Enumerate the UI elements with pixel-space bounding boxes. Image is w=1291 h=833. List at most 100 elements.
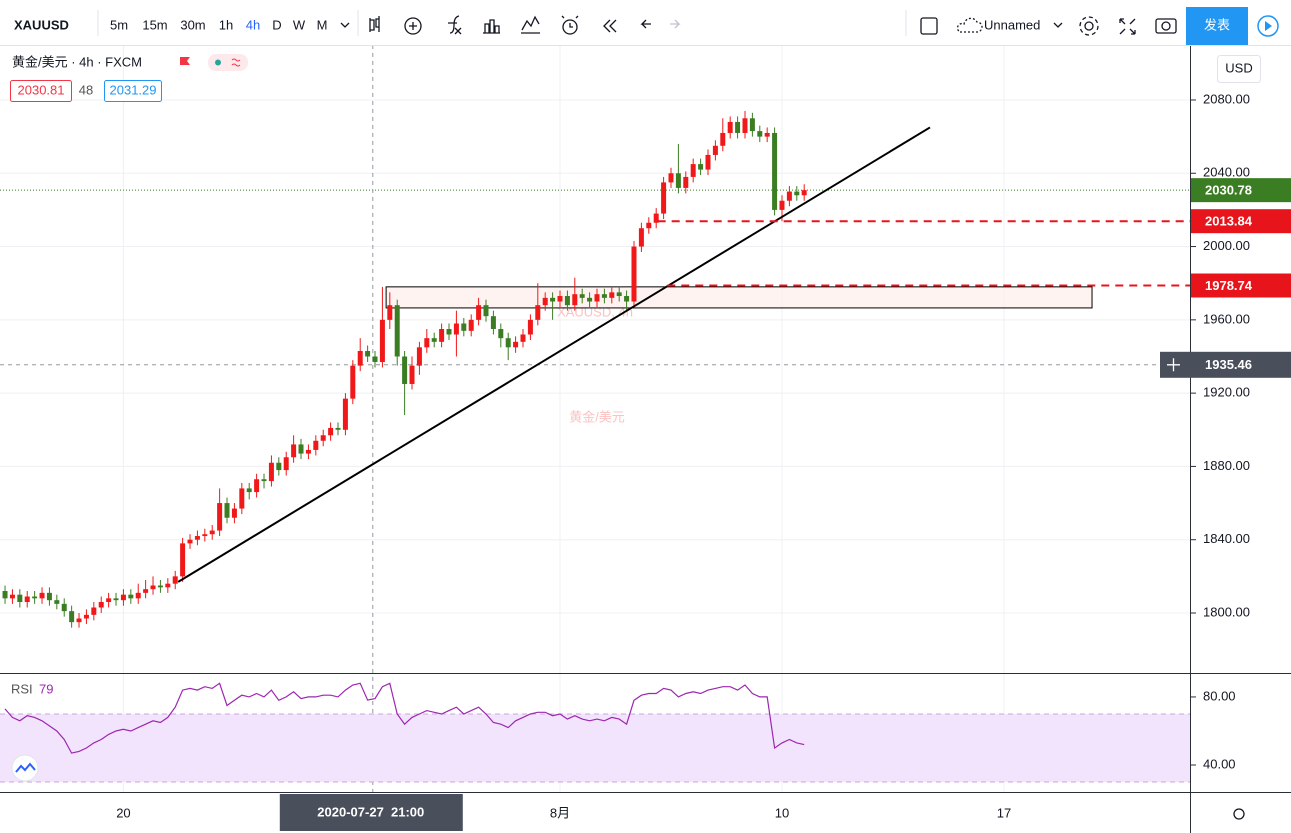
candle-body [675, 173, 681, 188]
settings-icon[interactable] [1233, 808, 1245, 820]
ask-box[interactable] [104, 80, 162, 102]
candle-body [394, 305, 400, 357]
publish-label[interactable]: 发表 [1204, 17, 1230, 32]
candle-body [609, 292, 615, 298]
status-wave [231, 58, 241, 67]
interval[interactable]: 4h [246, 17, 260, 32]
candle-body [217, 503, 223, 531]
candle-body [313, 440, 319, 450]
bid[interactable]: 2030.81 [18, 82, 65, 97]
candle-body [439, 329, 445, 342]
candle-body [772, 132, 778, 210]
interval[interactable]: W [293, 17, 306, 32]
candle-body [557, 296, 563, 302]
y-tick-label: 2080.00 [1203, 91, 1250, 106]
candle-body [187, 539, 193, 544]
candle-body [757, 131, 763, 137]
candle-body [224, 503, 230, 518]
toolbar-icons[interactable] [369, 15, 1177, 36]
dropdown-icon[interactable] [340, 22, 350, 28]
rsi-line [4, 682, 805, 754]
toolbar-bg [0, 0, 1291, 45]
candle-body [490, 316, 496, 330]
level-label-bg [1191, 273, 1291, 298]
candle-body [690, 164, 696, 177]
candle-body [564, 296, 570, 306]
x-tick-label: 20 [116, 805, 130, 820]
candle-body [624, 296, 630, 302]
candle-body [535, 305, 541, 320]
axis-layer: 20 8月 10 17 1800.00 1840.00 1880.00 1920.00 1960… [0, 45, 1291, 833]
candle-body [476, 305, 482, 320]
candle-body [446, 329, 452, 335]
candle-body [416, 347, 422, 366]
candle-body [409, 365, 415, 384]
layout-name[interactable]: Unnamed [984, 17, 1040, 32]
interval[interactable]: M [317, 17, 328, 32]
candle-body [646, 222, 652, 229]
candle-body [268, 462, 274, 482]
candle-body [579, 294, 585, 298]
plot-layer: RSI 79 [2, 110, 1190, 754]
y-tick-label: 1880.00 [1203, 458, 1250, 473]
crosshair-plus [1167, 358, 1180, 372]
candle-body [653, 213, 659, 223]
candle-body [513, 341, 519, 348]
candle-body [779, 200, 785, 210]
y-tick-label: 2040.00 [1203, 165, 1250, 180]
candle-body [542, 297, 548, 306]
legend-title: 黄金/美元 · 4h · FXCM [12, 54, 142, 69]
candle-body [106, 598, 112, 603]
zone-box [385, 286, 1093, 309]
candle-body [712, 145, 718, 155]
candle-body [298, 444, 304, 454]
y-tick-label: 2000.00 [1203, 238, 1250, 253]
replay-button[interactable] [1257, 15, 1279, 37]
status-pill [208, 54, 248, 71]
flag-icon[interactable] [180, 57, 190, 65]
candle-body [69, 611, 75, 623]
publish-button[interactable] [1186, 7, 1248, 45]
candle-body [194, 536, 200, 540]
candle-body [135, 592, 141, 599]
x-tick-label: 17 [997, 805, 1011, 820]
candle-body [372, 356, 378, 362]
watermark-sub: 黄金/美元 [569, 409, 625, 424]
candle-body [335, 427, 341, 430]
candle-body [32, 596, 38, 599]
candle-body [254, 479, 260, 493]
interval[interactable]: D [272, 17, 281, 32]
currency[interactable]: USD [1225, 60, 1252, 75]
candle-body [239, 488, 245, 509]
candle-body [350, 365, 356, 399]
interval[interactable]: 5m [110, 17, 128, 32]
logo[interactable] [11, 754, 39, 782]
candle-body [453, 323, 459, 335]
bid-box[interactable] [10, 80, 72, 102]
symbol[interactable]: XAUUSD [14, 17, 69, 32]
y-tick-label: 1840.00 [1203, 531, 1250, 546]
last-price-label-bg [1191, 178, 1291, 203]
candle-body [276, 462, 282, 471]
currency-box[interactable] [1217, 55, 1261, 83]
candle-body [698, 164, 704, 170]
interval[interactable]: 30m [180, 17, 205, 32]
candle-body [587, 297, 593, 302]
candle-body [742, 118, 748, 133]
crosshair-time-bg [279, 794, 463, 831]
candle-body [668, 173, 674, 183]
candle-body [261, 479, 267, 482]
candle-body [631, 246, 637, 302]
candle-body [638, 228, 644, 247]
ask[interactable]: 2031.29 [110, 82, 157, 97]
interval[interactable]: 1h [219, 17, 233, 32]
candle-body [305, 449, 311, 454]
interval[interactable]: 15m [142, 17, 167, 32]
candle-body [76, 618, 82, 623]
candle-body [113, 598, 119, 601]
candle-body [17, 594, 23, 603]
replay-icon [1265, 21, 1272, 31]
x-tick-label: 8月 [550, 805, 570, 820]
level-label: 2013.84 [1205, 214, 1253, 229]
